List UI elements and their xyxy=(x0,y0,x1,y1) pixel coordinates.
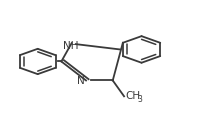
Text: 3: 3 xyxy=(137,95,142,104)
Text: N: N xyxy=(77,76,85,86)
Text: NH: NH xyxy=(63,41,78,51)
Text: CH: CH xyxy=(125,91,140,101)
